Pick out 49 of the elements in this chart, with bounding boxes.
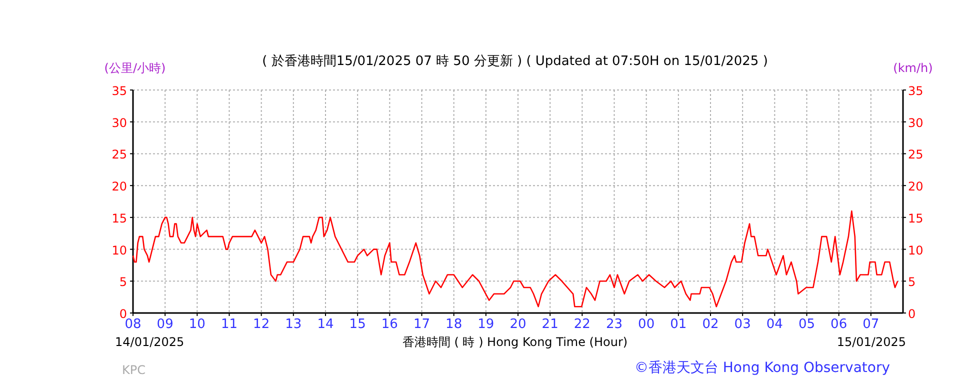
x-tick-label: 15 [349, 317, 366, 332]
y2-tick-label: 0 [908, 307, 916, 321]
x-tick-label: 14 [317, 317, 334, 332]
y2-axis-title: (km/h) [893, 61, 933, 75]
text: 14/01/2025 [115, 335, 184, 349]
x-tick-label: 19 [478, 317, 494, 332]
y2-tick-label: 10 [908, 243, 924, 258]
x-tick-label: 11 [220, 317, 238, 332]
x-tick-label: 12 [253, 317, 270, 332]
x-tick-label: 09 [156, 317, 174, 332]
chart-title: ( 於香港時間15/01/2025 07 時 50 分更新 ) ( Updated at 07:50H on 15/01/2025 ) [262, 54, 768, 69]
x-tick-label: 07 [862, 317, 880, 332]
x-tick-label: 03 [734, 317, 751, 332]
x-tick-label: 10 [188, 317, 206, 332]
x-tick-label: 21 [542, 317, 558, 332]
x-tick-label: 05 [798, 317, 816, 332]
y2-tick-label: 20 [908, 180, 924, 194]
y-tick-label: 20 [112, 180, 127, 194]
x-tick-label: 18 [446, 317, 462, 332]
text: ©香港天文台 Hong Kong Observatory [634, 360, 890, 376]
y2-tick-label: 35 [908, 84, 924, 98]
y2-tick-label: 30 [908, 116, 924, 130]
y2-tick-label: 25 [908, 148, 924, 162]
y2-tick-label: 5 [908, 275, 916, 290]
line-series [132, 210, 898, 308]
x-tick-label: 13 [285, 317, 302, 332]
y-tick-label: 0 [119, 307, 127, 321]
x-tick-label: 02 [702, 317, 719, 332]
x-tick-label: 01 [670, 317, 687, 332]
x-tick-label: 16 [381, 317, 398, 332]
y-axis-title: (公里/小時) [104, 61, 166, 75]
x-tick-label: 06 [830, 317, 848, 332]
y-tick-label: 30 [112, 116, 127, 130]
y-tick-label: 10 [112, 243, 127, 258]
y-tick-label: 5 [119, 275, 127, 290]
x-tick-label: 22 [574, 317, 590, 332]
x-tick-label: 00 [638, 317, 655, 332]
x-tick-label: 08 [124, 317, 142, 332]
y-tick-label: 25 [112, 148, 127, 162]
x-tick-label: 17 [413, 317, 430, 332]
text: KPC [122, 363, 146, 377]
y2-tick-label: 15 [908, 211, 924, 226]
x-tick-label: 20 [510, 317, 526, 332]
x-tick-label: 04 [766, 317, 783, 332]
y-tick-label: 15 [112, 211, 127, 226]
x-tick-label: 23 [606, 317, 623, 332]
text: 15/01/2025 [836, 335, 906, 349]
y-tick-label: 35 [112, 84, 127, 98]
x-axis-title: 香港時間 ( 時 ) Hong Kong Time (Hour) [402, 335, 628, 349]
